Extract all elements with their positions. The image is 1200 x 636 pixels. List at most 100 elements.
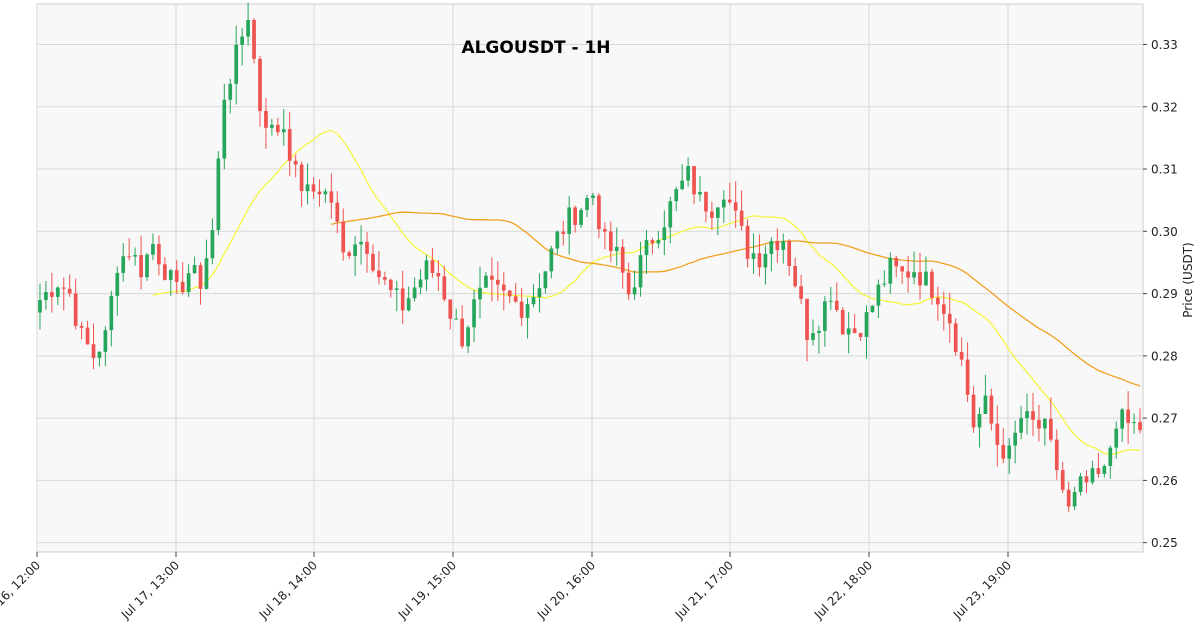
candle-body (936, 297, 940, 305)
candle-body (1108, 447, 1113, 466)
candle-body (620, 246, 625, 273)
candle-body (858, 333, 863, 337)
candle-body (466, 327, 470, 347)
candle-body (965, 359, 970, 395)
candle-body (388, 279, 393, 290)
candle-body (139, 255, 143, 278)
candle-body (799, 286, 803, 299)
candle-body (995, 423, 1000, 445)
candle-body (793, 266, 797, 287)
candle-body (698, 191, 702, 195)
candle-body (359, 241, 363, 245)
x-tick-label: Jul 17, 13:00 (118, 558, 182, 622)
candle-body (561, 231, 566, 234)
candle-body (745, 225, 750, 259)
candle-body (335, 202, 340, 222)
candle-body (418, 279, 423, 288)
candle-body (579, 209, 583, 225)
candle-body (1138, 422, 1142, 431)
candle-body (656, 240, 661, 244)
candle-body (61, 287, 66, 289)
candle-body (216, 158, 221, 231)
candle-body (430, 260, 435, 274)
y-tick-label: 0.26 (1151, 474, 1178, 488)
candle-body (668, 201, 673, 228)
candle-body (1060, 470, 1065, 490)
candle-body (864, 312, 869, 337)
candle-body (763, 253, 768, 268)
candle-body (941, 304, 946, 314)
candle-body (1132, 422, 1136, 424)
candle-body (460, 318, 464, 347)
candle-body (983, 395, 988, 415)
candle-body (299, 164, 304, 192)
candle-body (44, 292, 48, 301)
x-axis-ticks: Jul 16, 12:00 Jul 17, 13:00 Jul 18, 14:00 J… (0, 552, 1014, 622)
candle-body (1013, 432, 1017, 446)
candle-body (151, 244, 155, 255)
candle-body (930, 271, 934, 298)
candle-body (1102, 465, 1107, 474)
candle-body (127, 256, 132, 258)
candle-body (472, 299, 476, 328)
candle-body (1078, 476, 1083, 492)
candle-body (781, 241, 786, 250)
candle-body (377, 270, 381, 278)
candle-body (210, 230, 215, 259)
y-tick-label: 0.25 (1151, 536, 1178, 550)
candle-body (573, 207, 577, 225)
candle-body (959, 351, 964, 360)
candle-body (900, 266, 905, 272)
candle-body (555, 231, 560, 249)
candle-body (614, 246, 619, 252)
candle-body (769, 240, 774, 254)
candle-body (365, 241, 369, 254)
candle-body (97, 351, 102, 359)
candle-body (710, 211, 714, 218)
candle-body (1019, 418, 1023, 433)
x-tick-label: Jul 19, 15:00 (395, 558, 459, 622)
candle-body (222, 99, 227, 159)
candle-body (870, 305, 875, 313)
x-tick-label: Jul 23, 19:00 (950, 558, 1014, 622)
candle-body (947, 313, 952, 324)
candle-body (603, 229, 607, 232)
y-tick-label: 0.29 (1151, 287, 1178, 301)
candle-body (644, 240, 649, 256)
candle-body (597, 195, 601, 230)
candle-body (608, 231, 613, 252)
candle-body (591, 195, 595, 199)
candle-body (121, 256, 126, 273)
candle-body (680, 180, 685, 190)
candle-body (787, 241, 792, 267)
candle-body (918, 272, 922, 286)
candle-body (73, 293, 78, 326)
candle-body (704, 191, 708, 212)
candle-body (1126, 409, 1130, 423)
y-tick-label: 0.27 (1151, 412, 1178, 426)
candle-body (840, 309, 845, 335)
candle-body (549, 248, 554, 272)
candle-body (442, 276, 447, 300)
candle-body (751, 253, 756, 259)
candle-body (894, 257, 899, 267)
candle-body (406, 298, 411, 311)
x-tick-label: Jul 18, 14:00 (256, 558, 320, 622)
candle-body (501, 284, 506, 291)
candle-body (323, 191, 328, 195)
candle-body (1001, 444, 1006, 459)
candle-body (341, 221, 346, 253)
candle-body (906, 271, 910, 278)
y-tick-label: 0.31 (1151, 163, 1178, 177)
candle-body (347, 252, 352, 256)
candle-body (924, 271, 928, 286)
candle-body (912, 272, 916, 278)
candle-body (103, 330, 108, 352)
candle-body (371, 253, 375, 271)
candle-body (1120, 409, 1125, 429)
candle-body (876, 284, 881, 306)
candle-body (638, 255, 643, 288)
candle-body (525, 304, 530, 318)
x-tick-label: Jul 22, 18:00 (811, 558, 875, 622)
